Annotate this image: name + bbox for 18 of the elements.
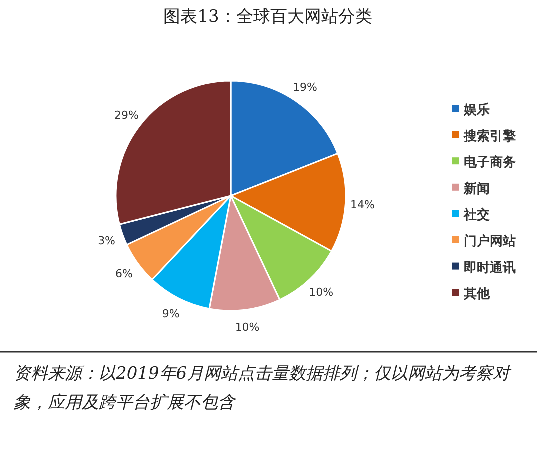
data-label: 14%: [350, 198, 375, 212]
legend-label: 即时通讯: [464, 260, 516, 276]
data-label: 19%: [292, 80, 318, 94]
legend-label: 娱乐: [463, 102, 490, 118]
text: 资料来源：以2019年6月网站点击量数据排列；仅以网站为考察对象，应用及跨平台扩展不包含: [14, 363, 513, 415]
data-label: 9%: [162, 308, 180, 321]
data-label: 29%: [114, 109, 139, 122]
legend-label: 搜索引擎: [463, 128, 517, 144]
legend-label: 门户网站: [464, 234, 516, 250]
data-label: 3%: [98, 234, 116, 248]
legend-label: 社交: [463, 207, 490, 224]
legend-label: 电子商务: [464, 154, 516, 171]
legend-label: 新闻: [463, 180, 490, 197]
data-label: 6%: [115, 268, 133, 281]
chart-title: 图表13：全球百大网站分类: [164, 7, 372, 27]
data-label: 10%: [235, 320, 260, 334]
data-label: 10%: [309, 286, 334, 300]
legend-label: 其他: [463, 287, 491, 302]
